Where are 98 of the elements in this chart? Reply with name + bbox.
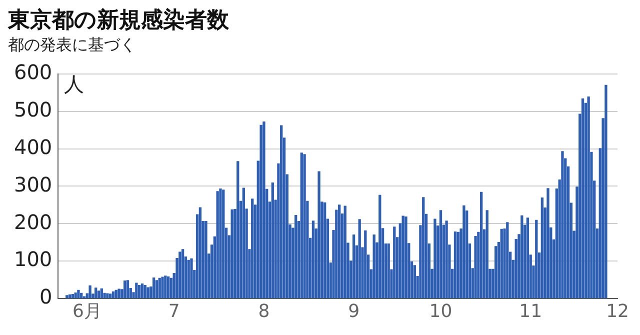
bar — [456, 232, 460, 298]
bar — [402, 216, 404, 298]
chart-title: 東京都の新規感染者数 — [8, 8, 230, 34]
bar — [158, 278, 161, 298]
bar — [494, 246, 498, 298]
bar — [480, 192, 483, 298]
bar — [155, 280, 158, 298]
bar — [166, 276, 170, 298]
bar — [164, 276, 167, 298]
y-tick-label: 0 — [39, 284, 52, 309]
bar — [434, 218, 436, 298]
bar — [219, 188, 222, 298]
bar — [118, 288, 120, 298]
bar — [372, 234, 376, 298]
y-axis-title: 人 — [64, 72, 84, 96]
bar — [97, 290, 100, 298]
y-tick-label: 400 — [14, 135, 52, 160]
y-tick-label: 500 — [14, 98, 52, 122]
x-tick-label: 7 — [168, 300, 180, 322]
bar — [604, 84, 608, 298]
bar — [312, 220, 315, 298]
bar — [152, 278, 156, 298]
bar — [114, 290, 118, 298]
y-tick-label: 300 — [14, 172, 52, 196]
bar — [135, 282, 138, 298]
bar — [100, 288, 103, 298]
bar — [535, 220, 538, 298]
bar — [546, 188, 550, 298]
bar — [581, 98, 584, 298]
bar — [445, 220, 448, 298]
bar — [190, 258, 193, 298]
bar — [216, 191, 219, 298]
bar — [338, 204, 341, 298]
x-tick-label: 12 — [606, 300, 629, 322]
bar — [88, 285, 92, 298]
bar — [242, 188, 245, 298]
y-tick-label: 600 — [14, 60, 52, 84]
bar — [146, 287, 150, 298]
bar — [303, 154, 306, 298]
bar — [520, 215, 524, 298]
chart-subtitle: 都の発表に基づく — [8, 34, 137, 56]
bar — [323, 202, 326, 298]
bar — [204, 221, 208, 298]
bar — [404, 216, 408, 298]
bar — [300, 152, 303, 298]
bar — [526, 218, 530, 298]
bar — [109, 294, 112, 298]
bar — [144, 284, 146, 298]
bar — [462, 205, 466, 298]
bar — [230, 209, 234, 298]
x-tick-label: 9 — [348, 300, 360, 322]
bar — [422, 197, 425, 298]
x-tick-label: 11 — [519, 300, 542, 322]
bar — [486, 210, 488, 298]
bar — [74, 292, 77, 298]
bar — [271, 182, 274, 298]
bar — [587, 96, 590, 298]
y-tick-label: 100 — [14, 247, 52, 272]
bar — [500, 228, 503, 298]
bar — [352, 234, 356, 298]
bar — [474, 236, 477, 298]
bar — [262, 122, 266, 298]
bar — [222, 190, 225, 298]
x-tick-label: 10 — [429, 300, 452, 322]
bar — [126, 280, 130, 298]
bar — [103, 292, 106, 298]
bar — [181, 249, 184, 298]
bar — [387, 243, 390, 298]
bar — [439, 210, 442, 298]
bar — [506, 222, 509, 298]
bar — [540, 197, 544, 298]
bar — [454, 232, 457, 298]
bar — [198, 207, 202, 298]
bar — [251, 198, 254, 298]
x-tick-label: 6月 — [72, 300, 102, 322]
bar — [106, 293, 109, 298]
x-tick-label: 8 — [258, 300, 270, 322]
bar — [294, 215, 298, 298]
bar — [124, 280, 126, 298]
bar — [393, 226, 396, 298]
bar — [178, 252, 182, 298]
bar — [77, 290, 80, 298]
bar — [187, 260, 190, 298]
bar — [236, 161, 240, 298]
bar — [140, 283, 144, 298]
bar — [318, 171, 320, 298]
y-tick-label: 200 — [14, 210, 52, 234]
bar — [138, 284, 141, 298]
bar — [364, 230, 367, 298]
bar — [280, 125, 283, 298]
bar — [94, 288, 98, 298]
bar — [358, 219, 361, 298]
bar — [344, 206, 346, 298]
bar — [413, 265, 416, 298]
bar — [561, 151, 564, 298]
bar — [260, 124, 262, 298]
bar — [161, 276, 164, 298]
bar — [378, 194, 382, 298]
